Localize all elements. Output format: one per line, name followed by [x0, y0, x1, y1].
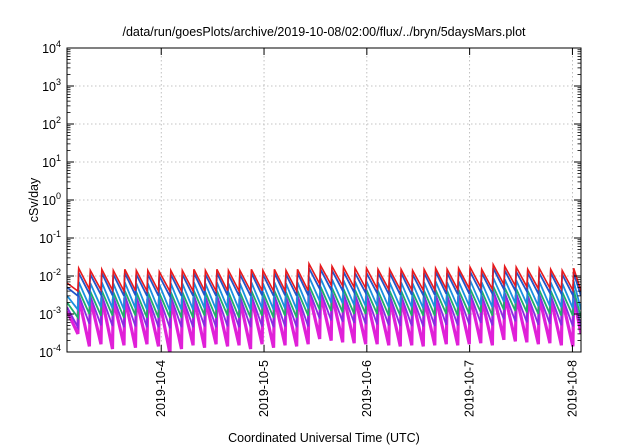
- y-tick-label: 10-4: [39, 343, 61, 360]
- x-tick-label: 2019-10-6: [360, 360, 374, 417]
- y-tick-label: 102: [42, 115, 61, 132]
- data-series-line: [67, 284, 581, 321]
- data-series-line: [67, 264, 581, 300]
- x-tick-label: 2019-10-5: [257, 360, 271, 417]
- tick-group: 10-4 10-3 10-2 10-1 100 101 102 103 104 2019-10-4…: [39, 39, 581, 417]
- data-series-line: [67, 276, 581, 313]
- data-series-line: [67, 289, 581, 331]
- y-tick-label: 103: [42, 77, 61, 94]
- series-group: [67, 260, 581, 352]
- x-tick-label: 2019-10-8: [565, 360, 579, 417]
- x-axis-label: Coordinated Universal Time (UTC): [228, 431, 420, 445]
- y-axis-label: cSv/day: [27, 177, 41, 222]
- data-series-line: [67, 291, 581, 352]
- y-tick-label: 10-1: [39, 229, 61, 246]
- x-tick-label: 2019-10-7: [463, 360, 477, 417]
- chart-title: /data/run/goesPlots/archive/2019-10-08/0…: [122, 25, 526, 39]
- y-tick-label: 10-2: [39, 267, 61, 284]
- data-series-line: [67, 260, 581, 295]
- x-tick-label: 2019-10-4: [154, 360, 168, 417]
- y-tick-label: 100: [42, 191, 61, 208]
- y-tick-label: 104: [42, 39, 61, 56]
- y-tick-label: 101: [42, 153, 61, 170]
- y-tick-label: 10-3: [39, 305, 61, 322]
